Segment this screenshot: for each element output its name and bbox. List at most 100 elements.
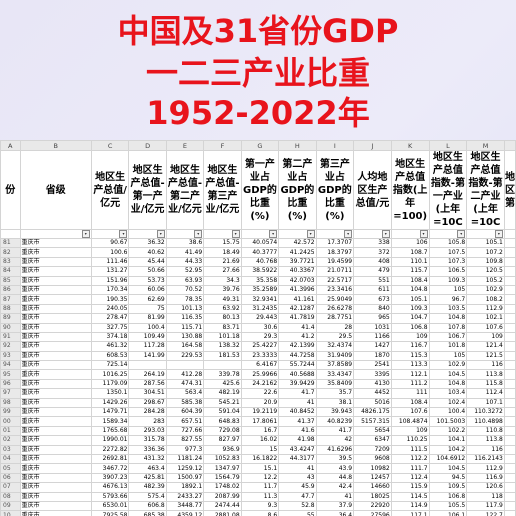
- table-cell[interactable]: 729.08: [203, 425, 242, 437]
- table-cell[interactable]: [503, 397, 516, 409]
- row-number[interactable]: 93: [0, 350, 21, 362]
- table-cell[interactable]: 25.4227: [240, 341, 280, 352]
- table-cell[interactable]: 104.7: [390, 313, 430, 324]
- table-cell[interactable]: 103.4: [428, 388, 468, 399]
- table-cell[interactable]: 6347: [353, 435, 392, 446]
- table-cell[interactable]: [503, 472, 516, 484]
- table-cell[interactable]: [503, 237, 516, 249]
- table-cell[interactable]: 40.8452: [278, 407, 317, 418]
- table-cell[interactable]: 109.49: [128, 331, 167, 343]
- table-cell[interactable]: 463.4: [128, 463, 167, 474]
- table-cell[interactable]: 109: [390, 331, 430, 343]
- table-cell[interactable]: 2692.81: [90, 453, 130, 465]
- table-cell[interactable]: 1870: [353, 350, 392, 362]
- table-cell[interactable]: 5157.315: [353, 416, 392, 427]
- table-cell[interactable]: 591.04: [203, 407, 242, 418]
- table-cell[interactable]: 重庆市: [19, 266, 92, 277]
- column-header[interactable]: 地区生产总值指数-第二产业(上年=10C: [466, 150, 505, 230]
- table-cell[interactable]: 131.27: [90, 266, 130, 277]
- table-cell[interactable]: 2541: [353, 360, 392, 371]
- table-cell[interactable]: 28: [315, 322, 355, 333]
- table-cell[interactable]: 100.4: [128, 322, 167, 333]
- table-cell[interactable]: 425.81: [128, 472, 167, 484]
- table-cell[interactable]: [503, 284, 516, 296]
- table-cell[interactable]: 40.768: [240, 256, 280, 268]
- table-cell[interactable]: [503, 425, 516, 437]
- table-cell[interactable]: 109: [466, 331, 505, 343]
- row-number[interactable]: 82: [0, 247, 21, 258]
- table-cell[interactable]: 32.4374: [315, 341, 355, 352]
- table-cell[interactable]: 9608: [353, 453, 392, 465]
- table-cell[interactable]: 7925.58: [90, 510, 130, 516]
- table-cell[interactable]: 412.28: [165, 369, 205, 380]
- table-cell[interactable]: 63.92: [203, 303, 242, 315]
- table-cell[interactable]: 24.2162: [240, 378, 280, 390]
- table-cell[interactable]: 474.31: [165, 378, 205, 390]
- table-cell[interactable]: 104.8: [428, 313, 468, 324]
- table-cell[interactable]: [503, 360, 516, 371]
- filter-dropdown-icon[interactable]: ▾: [231, 230, 240, 238]
- table-cell[interactable]: 34.3: [203, 275, 242, 286]
- table-cell[interactable]: 105.8: [428, 237, 468, 249]
- table-cell[interactable]: 110.4898: [466, 416, 505, 427]
- table-cell[interactable]: 1479.71: [90, 407, 130, 418]
- table-cell[interactable]: 425.6: [203, 378, 242, 390]
- table-cell[interactable]: 104.5: [428, 369, 468, 380]
- table-cell[interactable]: 41.37: [278, 416, 317, 427]
- table-cell[interactable]: 120.6: [466, 482, 505, 493]
- table-cell[interactable]: 372: [353, 247, 392, 258]
- table-cell[interactable]: 2087.99: [203, 491, 242, 502]
- filter-dropdown-icon[interactable]: ▾: [81, 230, 90, 238]
- table-cell[interactable]: [165, 360, 205, 371]
- table-cell[interactable]: 42.572: [278, 237, 317, 249]
- table-cell[interactable]: 117.28: [128, 341, 167, 352]
- table-cell[interactable]: 重庆市: [19, 360, 92, 371]
- table-cell[interactable]: 112.2: [390, 453, 430, 465]
- table-cell[interactable]: 648.83: [203, 416, 242, 427]
- table-cell[interactable]: 1500.97: [165, 472, 205, 484]
- table-cell[interactable]: 101.18: [203, 331, 242, 343]
- column-letter[interactable]: L: [428, 140, 468, 151]
- row-number[interactable]: 03: [0, 444, 21, 456]
- table-cell[interactable]: 2881.08: [203, 510, 242, 516]
- table-cell[interactable]: 62.69: [128, 294, 167, 305]
- table-cell[interactable]: 29.443: [240, 313, 280, 324]
- table-cell[interactable]: 1748.02: [203, 482, 242, 493]
- table-cell[interactable]: 重庆市: [19, 491, 92, 502]
- table-cell[interactable]: 12457: [353, 472, 392, 484]
- table-cell[interactable]: 3395: [353, 369, 392, 380]
- table-cell[interactable]: [503, 341, 516, 352]
- table-cell[interactable]: 104.1: [428, 435, 468, 446]
- table-cell[interactable]: 118: [466, 491, 505, 502]
- table-cell[interactable]: 2433.27: [165, 491, 205, 502]
- table-cell[interactable]: 83.71: [203, 322, 242, 333]
- table-cell[interactable]: 181.53: [203, 350, 242, 362]
- table-cell[interactable]: [503, 275, 516, 286]
- table-cell[interactable]: [503, 463, 516, 474]
- table-cell[interactable]: 965: [353, 313, 392, 324]
- table-cell[interactable]: 117.9: [466, 500, 505, 512]
- table-cell[interactable]: 115.7: [390, 266, 430, 277]
- table-cell[interactable]: 112.9: [466, 463, 505, 474]
- table-cell[interactable]: 44.8: [315, 472, 355, 484]
- table-cell[interactable]: 27596: [353, 510, 392, 516]
- row-number[interactable]: 00: [0, 416, 21, 427]
- column-header[interactable]: 地区生产总值-第二产业/亿元: [165, 150, 205, 230]
- table-cell[interactable]: 35.8409: [315, 378, 355, 390]
- row-number[interactable]: 81: [0, 237, 21, 249]
- table-cell[interactable]: 109.3: [390, 303, 430, 315]
- table-cell[interactable]: 70.52: [165, 284, 205, 296]
- row-number[interactable]: 97: [0, 388, 21, 399]
- table-cell[interactable]: 重庆市: [19, 237, 92, 249]
- table-cell[interactable]: 4130: [353, 378, 392, 390]
- table-cell[interactable]: 479: [353, 266, 392, 277]
- table-cell[interactable]: 42.0703: [278, 275, 317, 286]
- table-cell[interactable]: 重庆市: [19, 350, 92, 362]
- table-cell[interactable]: 23.3416: [315, 284, 355, 296]
- table-cell[interactable]: 17.3707: [315, 237, 355, 249]
- table-cell[interactable]: 1031: [353, 322, 392, 333]
- table-cell[interactable]: 39.9429: [278, 378, 317, 390]
- table-cell[interactable]: 15: [240, 444, 280, 456]
- table-cell[interactable]: 116: [466, 360, 505, 371]
- table-cell[interactable]: 18025: [353, 491, 392, 502]
